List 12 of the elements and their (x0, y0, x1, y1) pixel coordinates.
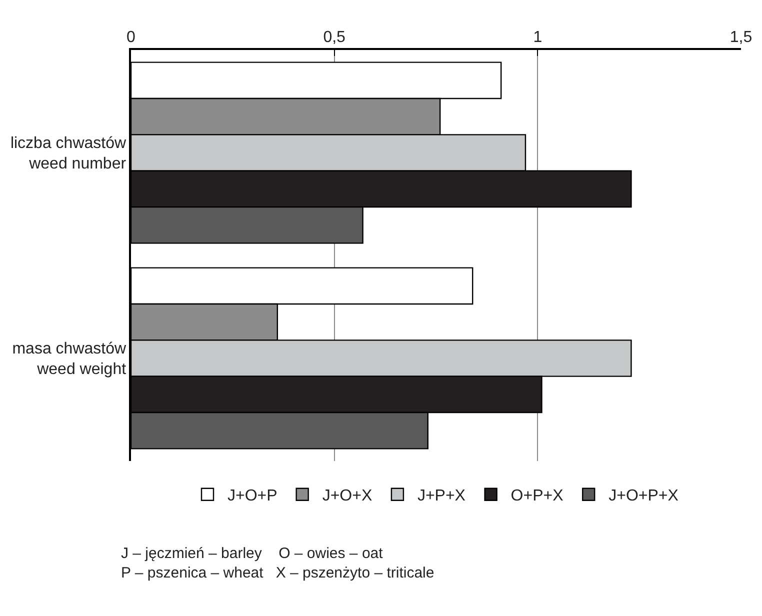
x-tick-label: 1,5 (730, 28, 752, 46)
y-tick-label: masa chwastów weed weight (12, 340, 127, 378)
legend-label: J+O+P+X (608, 488, 679, 505)
text: J – jęczmień – barley O – owies – oat P – pszenica – wheat X – pszenżyto – triticale (121, 545, 434, 582)
x-tick-label: 1 (533, 28, 542, 46)
legend-label: J+O+P (228, 488, 278, 505)
x-tick-label: 0 (126, 28, 136, 46)
legend-label: J+O+X (322, 488, 372, 505)
legend-label: J+P+X (417, 488, 466, 505)
y-tick-label: liczba chwastów weed number (10, 134, 127, 173)
x-tick-label: 0,5 (323, 28, 346, 46)
legend-label: O+P+X (510, 488, 564, 505)
